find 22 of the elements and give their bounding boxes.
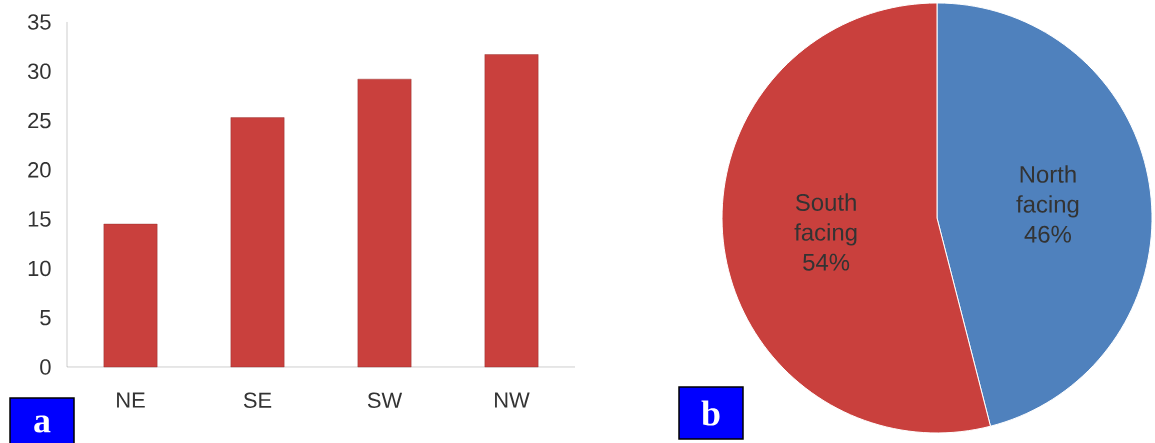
y-tick-label: 35 bbox=[27, 14, 51, 30]
slice-label: South facing bbox=[794, 193, 857, 246]
y-tick-label: 20 bbox=[28, 162, 51, 178]
bar bbox=[357, 78, 412, 368]
y-tick-label: 15 bbox=[28, 211, 51, 227]
x-tick-label: SE bbox=[243, 392, 272, 409]
text: a bbox=[34, 415, 51, 433]
y-tick-label: 0 bbox=[40, 359, 51, 375]
x-tick-label: SW bbox=[367, 392, 403, 409]
bar bbox=[103, 223, 158, 368]
data-label: 54% bbox=[803, 253, 850, 271]
y-tick-label: 25 bbox=[28, 112, 51, 129]
data-label: 46% bbox=[1024, 225, 1071, 243]
y-tick-label: 5 bbox=[40, 310, 51, 326]
bar bbox=[484, 54, 539, 368]
x-tick-label: NE bbox=[117, 392, 145, 408]
text: b bbox=[701, 400, 720, 426]
y-tick-label: 10 bbox=[28, 260, 51, 277]
slice-label: North facing bbox=[1016, 165, 1079, 218]
y-tick-label: 30 bbox=[27, 63, 51, 80]
bar bbox=[230, 117, 285, 368]
x-tick-label: NW bbox=[495, 392, 530, 408]
